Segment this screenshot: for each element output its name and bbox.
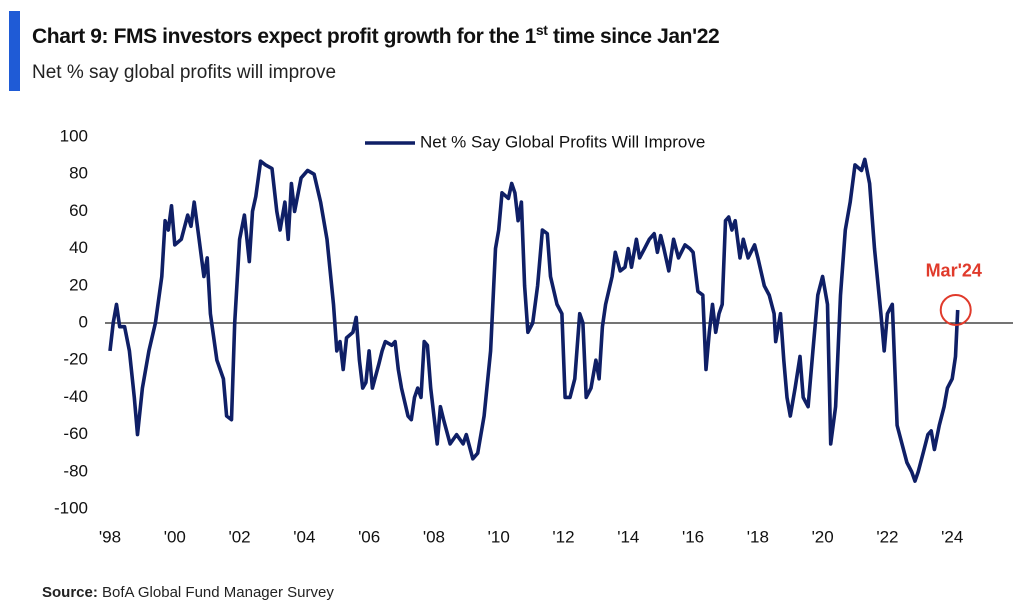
y-tick-label: 80 <box>69 164 88 183</box>
title-end: time since Jan'22 <box>547 25 720 48</box>
x-tick-label: '22 <box>876 527 898 546</box>
x-tick-label: '04 <box>293 527 315 546</box>
legend-label: Net % Say Global Profits Will Improve <box>420 132 705 151</box>
data-line <box>108 157 960 483</box>
y-tick-label: 20 <box>69 275 88 294</box>
y-tick-label: 60 <box>69 201 88 220</box>
x-tick-label: '20 <box>812 527 834 546</box>
x-tick-label: '24 <box>941 527 963 546</box>
y-tick-label: -20 <box>63 350 88 369</box>
title-main: Chart 9: FMS investors expect profit gro… <box>32 25 536 48</box>
source-text: BofA Global Fund Manager Survey <box>102 584 334 601</box>
x-tick-label: '00 <box>164 527 186 546</box>
y-tick-label: 0 <box>79 312 88 331</box>
accent-bar <box>9 11 20 91</box>
x-tick-label: '06 <box>358 527 380 546</box>
x-tick-label: '16 <box>682 527 704 546</box>
x-tick-label: '98 <box>99 527 121 546</box>
x-tick-label: '12 <box>552 527 574 546</box>
x-tick-label: '02 <box>228 527 250 546</box>
x-tick-label: '10 <box>488 527 510 546</box>
x-tick-label: '18 <box>747 527 769 546</box>
title-superscript: st <box>535 22 548 38</box>
y-tick-label: -80 <box>63 461 88 480</box>
x-tick-label: '08 <box>423 527 445 546</box>
annotation-circle <box>939 293 972 326</box>
y-tick-label: -40 <box>63 387 88 406</box>
y-tick-label: -60 <box>63 424 88 443</box>
y-tick-label: -100 <box>54 498 88 517</box>
source-label: Source: <box>42 584 98 601</box>
y-tick-label: 40 <box>69 238 88 257</box>
x-tick-label: '14 <box>617 527 639 546</box>
source: Source: BofA Global Fund Manager Survey <box>42 584 334 601</box>
subtitle: Net % say global profits will improve <box>32 62 337 83</box>
title: Chart 9: FMS investors expect profit gro… <box>32 22 720 49</box>
annotation: Mar'24 <box>926 261 982 281</box>
y-tick-label: 100 <box>60 126 88 145</box>
